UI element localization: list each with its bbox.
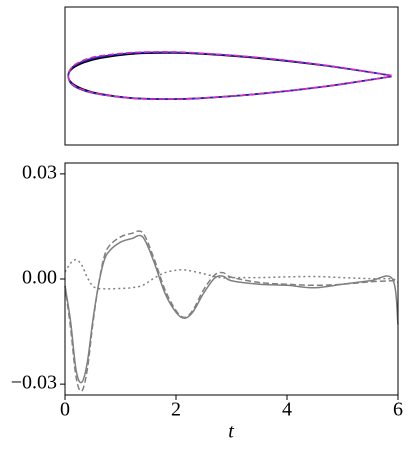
y-tick-label: −0.03 bbox=[11, 372, 57, 394]
airfoil-outline bbox=[67, 51, 392, 100]
x-axis-label: t bbox=[228, 421, 234, 443]
y-tick-label: 0.03 bbox=[22, 161, 57, 183]
x-tick-label: 2 bbox=[171, 399, 181, 421]
x-tick-label: 0 bbox=[60, 399, 70, 421]
airfoil-outline bbox=[67, 51, 392, 101]
y-tick-label: 0.00 bbox=[22, 267, 57, 289]
plot-frame bbox=[64, 6, 399, 146]
series-line bbox=[64, 258, 399, 290]
x-tick-label: 4 bbox=[282, 399, 292, 421]
plot-frame bbox=[64, 162, 399, 396]
series-line bbox=[64, 234, 399, 384]
x-tick-label: 6 bbox=[393, 399, 403, 421]
airfoil-outline bbox=[67, 52, 392, 100]
series-line bbox=[64, 230, 399, 393]
